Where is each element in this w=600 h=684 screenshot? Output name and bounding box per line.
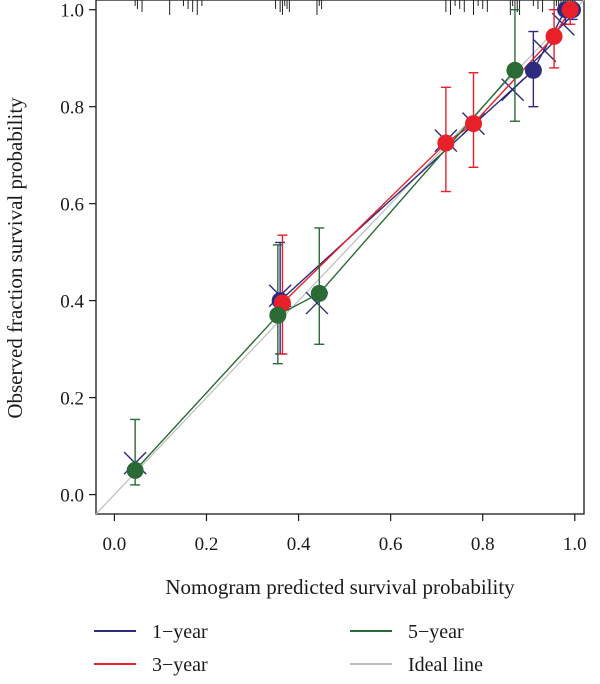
- data-point-3-year: [561, 1, 579, 19]
- y-tick-label: 0.6: [60, 195, 84, 216]
- y-tick-label: 0.2: [60, 389, 84, 410]
- data-point-5-year: [310, 284, 328, 302]
- x-tick-label: 0.6: [379, 534, 403, 555]
- x-tick-label: 0.4: [287, 534, 311, 555]
- data-point-5-year: [269, 306, 287, 324]
- legend-label-5-year: 5−year: [408, 621, 464, 643]
- legend: 1−year 5−year 3−year Ideal line: [94, 621, 483, 676]
- legend-label-1-year: 1−year: [152, 621, 208, 643]
- series-line-1-year: [279, 8, 573, 302]
- data-point-5-year: [126, 461, 144, 479]
- rug-layer: [134, 0, 576, 15]
- series-layer: [123, 1, 581, 486]
- data-point-3-year: [437, 134, 455, 152]
- data-point-1-year: [524, 61, 542, 79]
- data-point-3-year: [545, 27, 563, 45]
- legend-label-3-year: 3−year: [152, 654, 208, 676]
- y-tick-label: 0.8: [60, 98, 84, 119]
- axis-ticks: 0.0 0.2 0.4 0.6 0.8 1.0 0.0 0.2 0.4 0.6 0.8 1.0: [60, 1, 586, 555]
- x-tick-label: 1.0: [563, 534, 587, 555]
- ideal-line-layer: [95, 0, 585, 515]
- data-point-3-year: [465, 115, 483, 133]
- y-tick-label: 1.0: [60, 1, 84, 22]
- data-point-5-year: [506, 61, 524, 79]
- y-tick-label: 0.4: [60, 292, 84, 313]
- x-tick-label: 0.0: [103, 534, 127, 555]
- x-tick-label: 0.2: [195, 534, 219, 555]
- cross-marker-1-year: [501, 78, 525, 102]
- series-line-5-year: [134, 69, 516, 471]
- y-tick-label: 0.0: [60, 486, 84, 507]
- x-tick-label: 0.8: [471, 534, 495, 555]
- ideal-line: [95, 0, 585, 515]
- legend-label-ideal-line: Ideal line: [408, 654, 483, 676]
- plot-frame: [95, 0, 585, 515]
- x-axis-title: Nomogram predicted survival probability: [165, 575, 515, 599]
- y-axis-title: Observed fraction survival probability: [3, 97, 27, 419]
